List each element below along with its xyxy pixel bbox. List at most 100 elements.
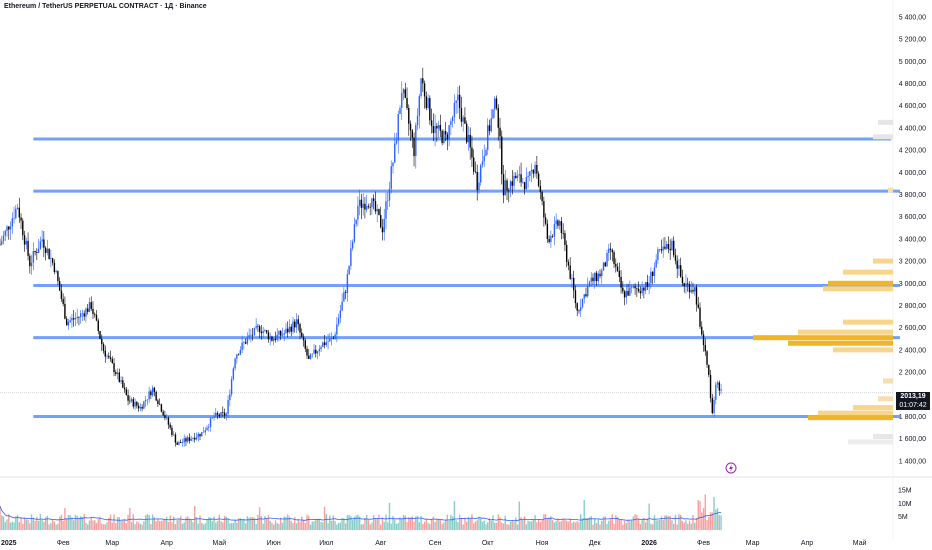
candle-body: [697, 304, 699, 308]
candle-body: [216, 412, 219, 415]
volume-bar: [151, 514, 154, 530]
volume-bar: [20, 517, 22, 530]
volume-bar: [422, 523, 424, 530]
candle-body: [709, 374, 712, 399]
volume-bar: [558, 521, 561, 530]
volume-bar: [218, 514, 221, 530]
volume-bar: [248, 517, 250, 530]
candle-body: [108, 355, 110, 358]
candle-body: [358, 199, 361, 206]
candle-body: [488, 125, 491, 132]
volume-bar: [60, 514, 63, 530]
volume-bar: [136, 521, 138, 530]
volume-bar: [515, 517, 517, 530]
candle-body: [427, 98, 429, 109]
candle-body: [627, 290, 629, 296]
volume-bar: [71, 517, 73, 530]
volume-bar: [497, 514, 499, 530]
volume-bar: [323, 506, 326, 530]
volume-bar: [381, 517, 384, 530]
candle-body: [702, 334, 705, 346]
candle-body: [439, 125, 442, 131]
volume-bar: [372, 514, 375, 530]
volume-bar: [9, 522, 12, 530]
candle-body: [380, 215, 382, 228]
candle-body: [1, 241, 3, 245]
candle-body: [18, 207, 20, 218]
candle-body: [422, 78, 424, 84]
volume-bar: [313, 521, 315, 530]
volume-bar: [108, 517, 110, 530]
volume-bar: [643, 518, 645, 530]
volume-bar: [457, 522, 459, 530]
volume-bar: [636, 514, 638, 530]
candle-body: [469, 134, 471, 148]
volume-bar: [385, 514, 387, 530]
volume-bar: [118, 517, 121, 530]
volume-bar: [37, 520, 40, 530]
price-tick-label: 5 400,00: [899, 14, 926, 21]
candle-body: [172, 434, 175, 436]
volume-bar: [187, 516, 189, 530]
time-tick-label: Окт: [482, 540, 495, 547]
volume-bar: [637, 518, 640, 530]
candle-body: [641, 287, 643, 294]
candle-body: [62, 298, 64, 304]
volume-bar: [283, 516, 285, 530]
candle-body: [518, 174, 521, 176]
candle-body: [104, 350, 106, 357]
price-tick-label: 4 800,00: [899, 81, 926, 88]
volume-bar: [674, 514, 677, 530]
candle-body: [664, 246, 666, 249]
price-tick-label: 2 800,00: [899, 303, 926, 310]
volume-bar: [81, 516, 84, 530]
candle-body: [315, 349, 317, 354]
candle-body: [574, 290, 577, 304]
candle-body: [15, 208, 17, 219]
candle-body: [180, 442, 182, 444]
candle-body: [622, 287, 624, 292]
candle-body: [399, 107, 401, 114]
candle-body: [330, 337, 333, 339]
candle-body: [320, 346, 322, 350]
candle-body: [102, 343, 105, 351]
candle-body: [118, 372, 121, 382]
volume-bar: [601, 520, 603, 530]
price-tick-label: 2 200,00: [899, 370, 926, 377]
volume-bar: [250, 516, 252, 530]
volume-bar: [543, 514, 545, 530]
volume-bar: [432, 516, 435, 530]
volume-bar: [6, 519, 8, 530]
candle-body: [208, 426, 210, 428]
volume-bar: [476, 520, 478, 530]
candle-body: [618, 270, 621, 277]
candle-body: [239, 349, 242, 355]
candle-body: [699, 307, 701, 327]
volume-bar: [150, 523, 152, 530]
candle-body: [464, 117, 466, 124]
candle-body: [465, 123, 468, 143]
candle-body: [99, 331, 101, 339]
candle-body: [201, 432, 203, 437]
volume-profile-bar: [888, 187, 893, 193]
candle-body: [339, 310, 342, 319]
candle-body: [295, 319, 298, 328]
candle-body: [436, 125, 438, 129]
volume-bar: [201, 522, 203, 530]
volume-bar: [576, 521, 578, 530]
volume-bar: [246, 516, 249, 530]
volume-profile-bar: [833, 347, 893, 353]
candle-body: [16, 207, 19, 209]
candle-body: [444, 131, 447, 135]
volume-bar: [651, 524, 654, 530]
candle-body: [539, 185, 542, 193]
candle-body: [565, 244, 568, 262]
volume-bar: [458, 514, 461, 530]
volume-bar: [85, 522, 87, 530]
candle-body: [599, 273, 601, 277]
candle-body: [650, 271, 652, 284]
candle-body: [443, 131, 445, 143]
candle-body: [250, 334, 252, 336]
volume-bar: [392, 515, 394, 530]
